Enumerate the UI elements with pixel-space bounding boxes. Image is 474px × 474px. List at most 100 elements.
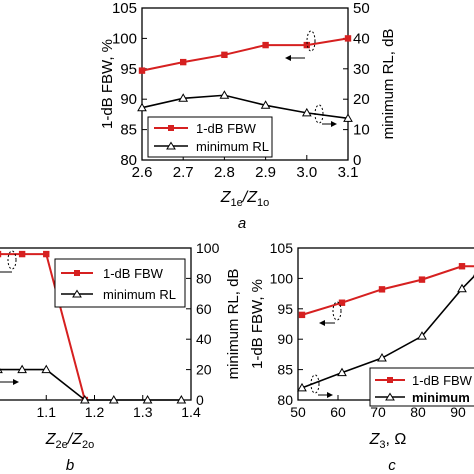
panel-b-x-label: Z2e/Z2o xyxy=(45,431,95,451)
panel-a-chart: 2.6 2.7 2.8 2.9 3.0 3.1 80 85 90 95 100 105 0 10 20 30 4… xyxy=(99,0,397,232)
panel-c-y-left-tick-label: 105 xyxy=(270,240,294,256)
panel-a-x-tick-label: 2.7 xyxy=(173,164,194,181)
panel-a-point-minimum-rl xyxy=(178,93,189,102)
panel-c-point-minimum-rl xyxy=(417,331,427,340)
panel-c-chart: 50 60 70 80 90 80 85 90 95 100 105 1-dB FBW, % Z3,… xyxy=(249,240,474,474)
panel-a-point-minimum-rl xyxy=(137,102,147,112)
panel-a-point-1-db-fbw xyxy=(303,41,310,49)
panel-b-legend-rl-marker xyxy=(72,289,82,298)
panel-b-point-minimum-rl xyxy=(0,368,3,374)
panel-a-plot-frame xyxy=(141,7,349,161)
panel-c-x-tick-label: 60 xyxy=(330,404,346,420)
panel-b-y-right-tick-label: 60 xyxy=(196,301,212,317)
panel-a-x-label-sep: /Z xyxy=(242,189,258,206)
panel-a-y-left-label: 1-dB FBW, % xyxy=(99,39,116,129)
panel-a-y-right-tick-label: 50 xyxy=(353,0,370,17)
panel-c-x-tick-label: 90 xyxy=(450,404,466,420)
panel-c-x-tick-label: 70 xyxy=(370,404,386,420)
panel-c-y-left-label: 1-dB FBW, % xyxy=(249,279,266,369)
panel-b-rl-arrowhead xyxy=(13,379,19,385)
panel-b-fbw-ellipse xyxy=(7,250,17,270)
panel-b-y-right-tick-label: 80 xyxy=(196,270,212,286)
panel-a-y-left-tick-label: 100 xyxy=(112,30,137,47)
panel-b-legend-box xyxy=(54,258,186,308)
panel-c-point-minimum-rl xyxy=(377,353,387,362)
panel-b-legend: 1-dB FBW minimum RL xyxy=(54,258,186,308)
panel-c-series-line-minimum-rl xyxy=(301,275,474,389)
panel-a-point-1-db-fbw xyxy=(262,41,269,49)
panel-b-y-right-label: minimum RL, dB xyxy=(225,269,242,380)
panel-b-x-label-sub2: 2o xyxy=(82,439,94,451)
panel-a-x-label-sub1: 1e xyxy=(231,197,243,209)
panel-b-point-1-db-fbw xyxy=(0,250,2,258)
panel-c-x-tick-label: 80 xyxy=(410,404,426,420)
panel-a-letter: a xyxy=(238,215,246,232)
panel-c-fbw-arrowhead xyxy=(319,320,325,326)
panel-c-x-label: Z3, Ω xyxy=(369,431,407,451)
panel-a-point-1-db-fbw xyxy=(180,58,187,66)
panel-c-point-minimum-rl xyxy=(457,283,467,293)
panel-a-x-tick-label: 3.1 xyxy=(338,164,359,181)
panel-a-axis-indicators xyxy=(285,30,337,127)
panel-c-point-1-db-fbw xyxy=(458,263,466,270)
panel-a-x-label-main: Z xyxy=(220,189,232,206)
panel-c-legend: 1-dB FBW minimum R xyxy=(369,367,474,407)
panel-a-y-left-tick-label: 90 xyxy=(120,91,137,108)
panel-a-series xyxy=(137,35,353,122)
panel-a-legend: 1-dB FBW minimum RL xyxy=(147,116,273,158)
panel-c-point-1-db-fbw xyxy=(338,299,346,306)
panel-c-point-minimum-rl xyxy=(337,367,347,377)
panel-c-y-left-tick-label: 90 xyxy=(277,331,293,347)
panel-b-point-minimum-rl xyxy=(142,394,153,404)
panel-a-point-minimum-rl xyxy=(260,100,271,109)
panel-b-x-tick-label: 1.3 xyxy=(133,404,153,420)
panel-a-legend-box xyxy=(147,116,273,158)
panel-b-y-right-tick-label: 0 xyxy=(196,392,204,408)
panel-c-point-1-db-fbw xyxy=(298,311,306,319)
panel-a-rl-ellipse xyxy=(314,104,324,124)
panel-a-point-minimum-rl xyxy=(343,113,353,122)
panel-a-y-right-tick-label: 40 xyxy=(353,30,370,47)
panel-b-y-right-tick-label: 100 xyxy=(196,240,220,256)
panel-b-x-label-sep: /Z xyxy=(67,431,83,448)
panel-a-x-label: Z1e/Z1o xyxy=(220,189,270,209)
panel-c-series xyxy=(297,263,474,392)
panel-b-x-tick-label: 1.4 xyxy=(181,404,201,420)
panel-c-legend-rl-label: minimum R xyxy=(412,390,474,405)
panel-b-series-line-1-db-fbw xyxy=(0,253,86,401)
panel-c-legend-fbw-label: 1-dB FBW xyxy=(412,373,473,388)
panel-b-series-line-minimum-rl xyxy=(0,368,182,401)
panel-a-x-label-sub2: 1o xyxy=(257,197,269,209)
panel-a-y-right-tick-label: 30 xyxy=(353,61,370,78)
panel-b-x-label-sub1: 2e xyxy=(56,439,68,451)
panel-b-point-minimum-rl xyxy=(108,394,119,404)
panel-b-x-tick-label: 1.1 xyxy=(37,404,57,420)
panel-b-legend-fbw-marker xyxy=(74,270,80,276)
panel-b-y-right-tick-label: 20 xyxy=(196,362,212,378)
panel-a-x-tick-label: 2.6 xyxy=(132,164,153,181)
panel-b-ticks: 1.1 1.2 1.3 1.40 20 40 60 80 100 xyxy=(37,240,220,420)
panel-b-point-1-db-fbw xyxy=(43,250,50,258)
panel-a-fbw-arrowhead xyxy=(285,55,291,61)
panel-a-y-left-tick-label: 95 xyxy=(120,61,137,78)
panel-b-legend-rl-label: minimum RL xyxy=(103,287,176,302)
panel-c-legend-rl-marker xyxy=(385,392,395,401)
panel-c-rl-arrowhead xyxy=(327,392,333,398)
panel-c-fbw-ellipse xyxy=(332,301,342,321)
panel-a-y-left-tick-label: 105 xyxy=(112,0,137,17)
panel-c-y-left-tick-label: 100 xyxy=(270,270,294,286)
panel-a-y-right-tick-label: 0 xyxy=(353,152,361,169)
panel-c-x-label-unit: , Ω xyxy=(386,431,407,448)
panel-c-point-1-db-fbw xyxy=(418,276,426,283)
panel-c-x-label-main: Z xyxy=(369,431,381,448)
panel-a-point-minimum-rl xyxy=(219,90,230,99)
panel-c-y-left-tick-label: 95 xyxy=(277,301,293,317)
panel-b-point-minimum-rl xyxy=(41,364,52,374)
panel-c-point-minimum-rl xyxy=(297,382,307,392)
panel-b-axis-indicators xyxy=(0,250,19,385)
panel-a-rl-arrowhead xyxy=(331,121,337,127)
panel-b-x-label-main: Z xyxy=(45,431,57,448)
panel-a-y-right-tick-label: 20 xyxy=(353,91,370,108)
